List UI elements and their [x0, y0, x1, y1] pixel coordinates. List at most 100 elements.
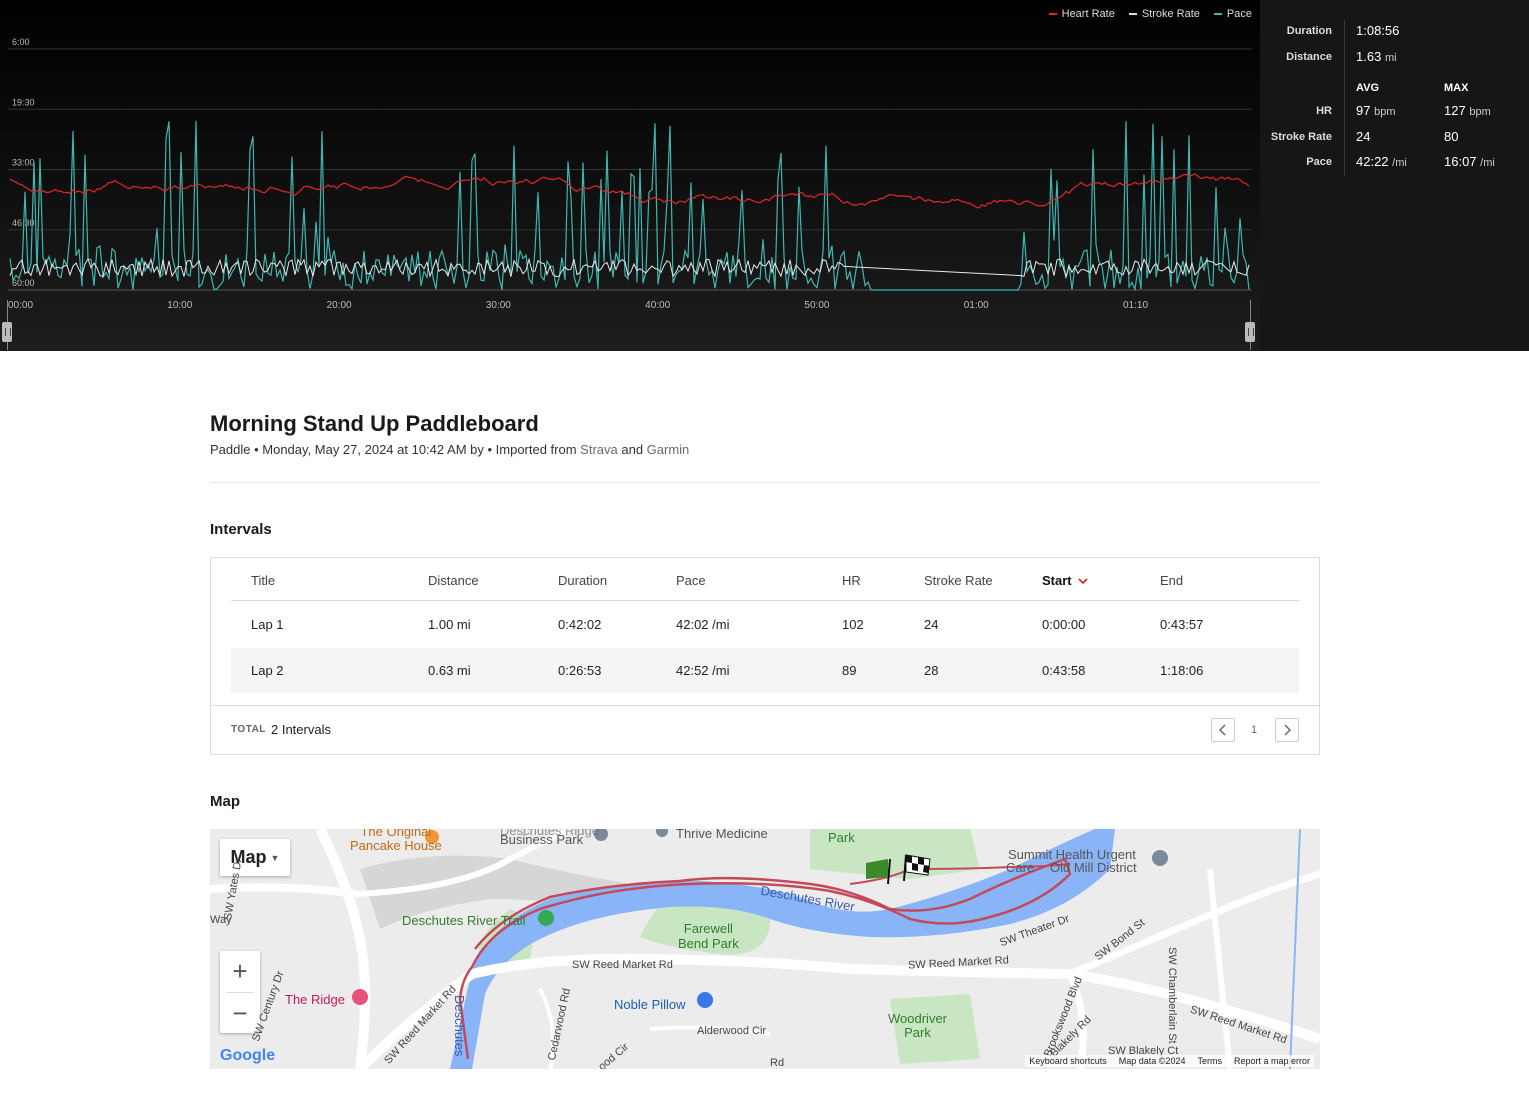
cell-stroke-rate: 28	[924, 663, 939, 678]
range-end-handle[interactable]	[1245, 322, 1255, 342]
map-label-noble-pillow[interactable]: Noble Pillow	[614, 997, 686, 1012]
map-label-deschutes-trail[interactable]: Deschutes River Trail	[402, 913, 526, 928]
legend-heart-rate[interactable]: Heart Rate	[1048, 8, 1115, 20]
business-pin-icon	[594, 829, 608, 841]
zoom-in-button[interactable]: +	[220, 951, 260, 991]
terrain-area	[360, 855, 630, 929]
col-start[interactable]: Start	[1042, 573, 1088, 588]
map-label-business-park[interactable]: Business Park	[500, 832, 584, 847]
stats-panel: Duration 1:08:56 Distance 1.63 mi AVG MA…	[1260, 0, 1529, 351]
road	[1207, 868, 1233, 1069]
cell-start: 0:00:00	[1042, 617, 1086, 632]
stroke-rate-series-line	[9, 257, 1250, 279]
pace-avg-value: 42:22	[1356, 154, 1389, 169]
next-page-button[interactable]	[1275, 718, 1299, 742]
route-map[interactable]: Map ▼ + − The Original Pancake House Des…	[210, 829, 1320, 1069]
legend-stroke-rate-label: Stroke Rate	[1141, 8, 1200, 20]
cell-title: Lap 1	[251, 617, 284, 632]
chevron-right-icon	[1284, 724, 1291, 736]
trail-pin-icon	[538, 910, 554, 926]
table-row[interactable]: Lap 2 0.63 mi 0:26:53 42:52 /mi 89 28 0:…	[231, 648, 1299, 693]
map-type-label: Map	[230, 847, 267, 867]
cell-duration: 0:42:02	[558, 617, 602, 632]
chevron-left-icon	[1219, 724, 1226, 736]
stroke-rate-avg: 24	[1356, 129, 1371, 144]
pace-series-line	[9, 120, 1250, 292]
cell-end: 0:43:57	[1160, 617, 1204, 632]
col-pace[interactable]: Pace	[676, 573, 706, 588]
pace-avg-unit: /mi	[1392, 157, 1407, 169]
medical-pin-icon	[656, 829, 668, 837]
col-title[interactable]: Title	[251, 573, 276, 588]
map-label-old-mill[interactable]: Old Mill District	[1050, 860, 1137, 875]
finish-flag-icon	[903, 854, 931, 882]
legend-pace-label: Pace	[1226, 8, 1252, 20]
map-type-button[interactable]: Map ▼	[220, 839, 290, 876]
distance-number: 1.63	[1356, 49, 1382, 64]
cell-end: 1:18:06	[1160, 663, 1204, 678]
strava-link[interactable]: Strava	[580, 442, 618, 457]
range-start-handle[interactable]	[2, 322, 12, 342]
zoom-divider	[226, 992, 254, 993]
duration-label: Duration	[1286, 25, 1332, 37]
stroke-rate-label: Stroke Rate	[1270, 131, 1332, 143]
map-canvas	[210, 829, 1320, 1069]
header-divider	[210, 482, 1320, 483]
map-label-the-ridge[interactable]: The Ridge	[285, 992, 345, 1007]
table-row[interactable]: Lap 1 1.00 mi 0:42:02 42:02 /mi 102 24 0…	[231, 602, 1299, 647]
sort-desc-icon	[1078, 578, 1088, 585]
activity-chart-panel: 6:00 19:30 33:00 46:30 60:00 00:00 10:00 20:00…	[0, 0, 1529, 351]
map-label-rd: Rd	[770, 1057, 785, 1069]
hr-avg-unit: bpm	[1374, 106, 1396, 118]
garmin-link[interactable]: Garmin	[646, 442, 690, 457]
legend-stroke-rate[interactable]: Stroke Rate	[1128, 8, 1200, 20]
map-label-summit-health[interactable]: Summit Health Urgent	[1008, 847, 1136, 862]
cell-start: 0:43:58	[1042, 663, 1086, 678]
col-duration[interactable]: Duration	[558, 573, 608, 588]
report-error-link[interactable]: Report a map error	[1233, 1056, 1310, 1066]
hotel-pin-icon	[352, 989, 368, 1005]
map-title: Map	[210, 793, 240, 810]
map-label-farewell-bend[interactable]: Farewell Bend Park	[678, 921, 739, 951]
col-stroke-rate[interactable]: Stroke Rate	[924, 573, 993, 588]
keyboard-shortcuts-link[interactable]: Keyboard shortcuts	[1029, 1056, 1107, 1066]
google-logo-text: Google	[220, 1047, 276, 1064]
table-header-divider	[231, 600, 1299, 601]
caret-down-icon: ▼	[270, 852, 280, 863]
col-distance[interactable]: Distance	[428, 573, 479, 588]
google-logo: Google	[220, 1047, 275, 1065]
cell-distance: 1.00 mi	[428, 617, 471, 632]
map-label-thrive-medicine[interactable]: Thrive Medicine	[676, 829, 768, 841]
road	[210, 883, 356, 898]
terms-link[interactable]: Terms	[1197, 1056, 1222, 1066]
hr-avg: 97 bpm	[1356, 103, 1396, 118]
zoom-out-button[interactable]: −	[220, 993, 260, 1033]
map-label-woodriver-park[interactable]: Woodriver Park	[888, 1011, 948, 1040]
map-label-deschutes-ridge: Deschutes Ridge	[500, 829, 599, 838]
cell-pace: 42:52 /mi	[676, 663, 730, 678]
hr-max-value: 127	[1444, 103, 1466, 118]
meta-and: and	[617, 442, 647, 457]
x-tick-label: 01:00	[964, 300, 989, 311]
legend-pace[interactable]: Pace	[1213, 8, 1252, 20]
activity-title: Morning Stand Up Paddleboard	[210, 411, 539, 436]
minus-icon: −	[232, 997, 248, 1028]
prev-page-button[interactable]	[1211, 718, 1235, 742]
hr-avg-value: 97	[1356, 103, 1371, 118]
col-end[interactable]: End	[1160, 573, 1184, 588]
zoom-control: + −	[220, 951, 260, 1033]
map-label-pancake-house[interactable]: The Original Pancake House	[350, 829, 442, 853]
map-label-park: Park	[828, 830, 855, 845]
cell-stroke-rate: 24	[924, 617, 939, 632]
road	[315, 829, 370, 1069]
chart-legend: Heart Rate Stroke Rate Pace	[1048, 8, 1252, 20]
map-data-credit: Map data ©2024	[1118, 1056, 1186, 1066]
road	[538, 988, 556, 1069]
map-label-chamberlain: SW Chamberlain St	[1166, 947, 1178, 1044]
activity-chart[interactable]: 6:00 19:30 33:00 46:30 60:00 00:00 10:00 20:00…	[0, 0, 1260, 351]
intervals-table: Title Distance Duration Pace HR Stroke R…	[210, 557, 1320, 755]
col-hr[interactable]: HR	[842, 573, 861, 588]
pace-max-unit: /mi	[1480, 157, 1495, 169]
stroke-rate-swatch	[1128, 13, 1137, 15]
intervals-title: Intervals	[210, 521, 272, 538]
